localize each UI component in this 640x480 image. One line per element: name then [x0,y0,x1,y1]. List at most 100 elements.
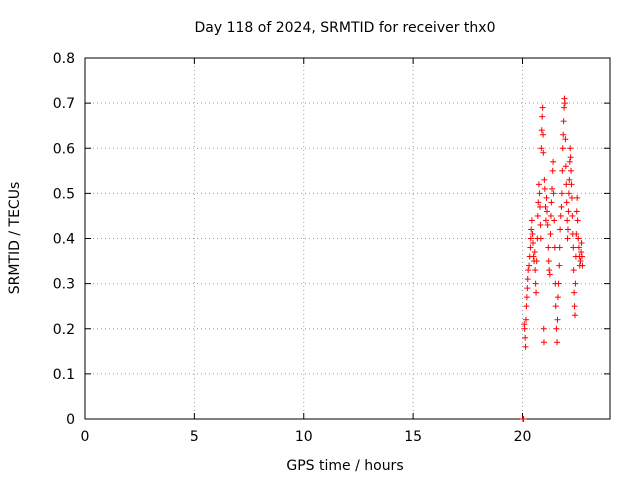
data-point [545,258,552,265]
data-point [525,267,532,274]
data-point [537,235,544,242]
data-point [522,334,529,341]
data-point [538,127,545,134]
data-point [573,230,580,237]
data-point [547,212,554,219]
data-point [521,325,528,332]
data-point [551,217,558,224]
y-tick-label: 0.4 [53,232,75,248]
data-point [523,316,529,323]
data-point [579,253,585,260]
data-point [533,289,540,296]
data-point [540,325,547,332]
data-point [532,267,539,274]
data-point [573,208,580,215]
data-point [572,280,579,287]
data-point [578,249,585,256]
y-tick-label: 0.7 [53,96,75,112]
data-point [566,158,573,165]
data-point [520,416,527,422]
x-tick-label: 10 [295,429,313,445]
data-point [524,276,531,283]
data-point [553,325,560,332]
data-point [542,217,549,224]
data-point [537,221,544,228]
data-point [530,253,537,260]
data-point [560,118,567,125]
data-point [523,294,530,301]
data-point [550,158,557,165]
data-point [563,181,570,188]
chart-title: Day 118 of 2024, SRMTID for receiver thx… [195,20,496,36]
data-point [540,131,547,138]
data-point [549,167,556,174]
data-point [556,262,563,269]
data-point [559,167,566,174]
data-point [541,185,548,192]
data-point [529,230,536,237]
data-point [526,262,533,269]
data-point [569,212,576,219]
data-point [570,267,577,274]
data-point [571,289,578,296]
data-point [579,262,586,269]
data-point [568,167,575,174]
data-point [554,316,561,323]
data-point [574,217,581,224]
data-point [534,212,541,219]
data-point [540,339,547,346]
data-point [571,303,578,310]
x-tick-label: 20 [514,429,532,445]
data-point [557,212,564,219]
data-point [540,149,547,156]
data-point [541,176,548,183]
data-point [555,280,562,287]
y-tick-label: 0.3 [53,277,75,293]
data-point [522,343,529,350]
data-points [519,95,586,422]
data-point [565,208,572,215]
data-point [561,104,568,111]
data-point [568,194,575,201]
data-point [535,199,542,206]
data-point [562,136,569,143]
data-point [549,185,556,192]
data-point [574,194,581,201]
data-point [535,181,542,188]
data-point [568,181,575,188]
x-axis-title: GPS time / hours [286,458,403,474]
data-point [543,194,550,201]
data-point [567,154,574,161]
data-point [544,221,551,228]
data-point [563,199,570,206]
data-point [539,104,546,111]
data-point [527,235,534,242]
data-point [565,226,571,233]
data-point [557,226,564,233]
data-point [528,226,535,233]
data-point [552,303,559,310]
y-tick-label: 0.2 [53,322,75,338]
y-tick-label: 0.1 [53,367,75,383]
data-point [559,145,566,152]
data-point [537,203,543,210]
data-point [554,339,561,346]
x-tick-label: 15 [404,429,422,445]
data-point [547,230,554,237]
data-point [558,190,565,197]
x-tick-label: 5 [190,429,199,445]
data-point [546,267,553,274]
x-tick-label: 0 [81,429,90,445]
data-point [554,294,561,301]
data-point [530,240,536,247]
data-point [538,145,545,152]
ticks: 0 0.1 0.2 0.3 0.4 0.5 0.6 0.7 0.8 0 5 10 15 20 [53,51,610,445]
data-point [562,163,569,170]
data-point [561,100,568,107]
data-point [533,258,540,265]
data-point [536,190,543,197]
y-tick-label: 0.5 [53,186,75,202]
data-point [560,131,567,138]
data-point [532,280,539,287]
